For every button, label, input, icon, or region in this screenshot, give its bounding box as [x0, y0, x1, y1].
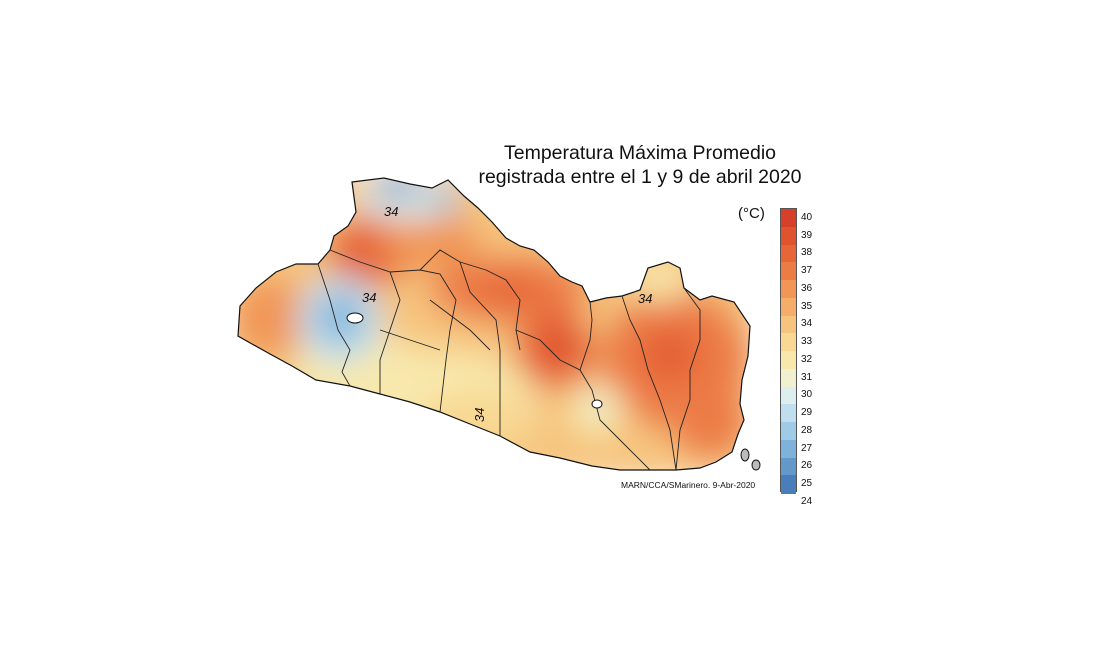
legend-color-cell — [781, 226, 796, 245]
legend-color-cell — [781, 244, 796, 263]
legend-tick-label: 30 — [801, 389, 813, 401]
map-title: Temperatura Máxima Promedio registrada e… — [470, 141, 810, 189]
legend-color-cell — [781, 368, 796, 387]
legend-color-cell — [781, 404, 796, 423]
legend-tick-label: 31 — [801, 371, 813, 383]
contour-label-west: 34 — [362, 290, 376, 305]
credit-text: MARN/CCA/SMarinero. 9-Abr-2020 — [621, 480, 756, 490]
legend-color-cell — [781, 262, 796, 281]
legend-tick-label: 28 — [801, 424, 813, 436]
legend-tick-label: 26 — [801, 460, 813, 472]
legend-unit: (°C) — [738, 205, 765, 222]
legend-tick-label: 36 — [801, 282, 813, 294]
water-bodies — [346, 312, 761, 471]
legend-color-cell — [781, 333, 796, 352]
legend-tick-label: 35 — [801, 300, 813, 312]
temperature-field — [238, 178, 750, 470]
title-line-2: registrada entre el 1 y 9 de abril 2020 — [478, 166, 802, 188]
legend-tick-label: 40 — [801, 211, 813, 223]
legend-tick-label: 33 — [801, 336, 813, 347]
title-line-1: Temperatura Máxima Promedio — [503, 142, 777, 164]
legend-color-cell — [781, 386, 796, 405]
contour-label-north: 34 — [384, 204, 398, 219]
legend-color-cell — [781, 439, 796, 458]
legend-tick-label: 34 — [801, 318, 813, 330]
legend-color-cell — [781, 297, 796, 316]
color-legend-bar — [780, 208, 797, 494]
legend-tick-label: 32 — [801, 353, 813, 365]
legend-tick-label: 24 — [801, 495, 813, 507]
legend-tick-label: 38 — [801, 247, 813, 259]
legend-tick-label: 27 — [801, 442, 813, 454]
legend-color-cell — [781, 457, 796, 476]
legend-tick-label: 29 — [801, 407, 813, 418]
legend-color-cell — [781, 280, 796, 299]
legend-color-cell — [781, 422, 796, 441]
contour-label-east: 34 — [638, 291, 652, 306]
legend-tick-label: 37 — [801, 265, 813, 276]
legend-color-cell — [781, 315, 796, 334]
legend-color-cell — [781, 475, 796, 494]
department-boundaries — [317, 249, 701, 471]
legend-color-cell — [781, 351, 796, 370]
legend-tick-label: 25 — [801, 478, 813, 489]
contour-label-south: 34 — [472, 408, 487, 422]
legend-tick-label: 39 — [801, 229, 813, 241]
legend-color-cell — [781, 209, 796, 228]
